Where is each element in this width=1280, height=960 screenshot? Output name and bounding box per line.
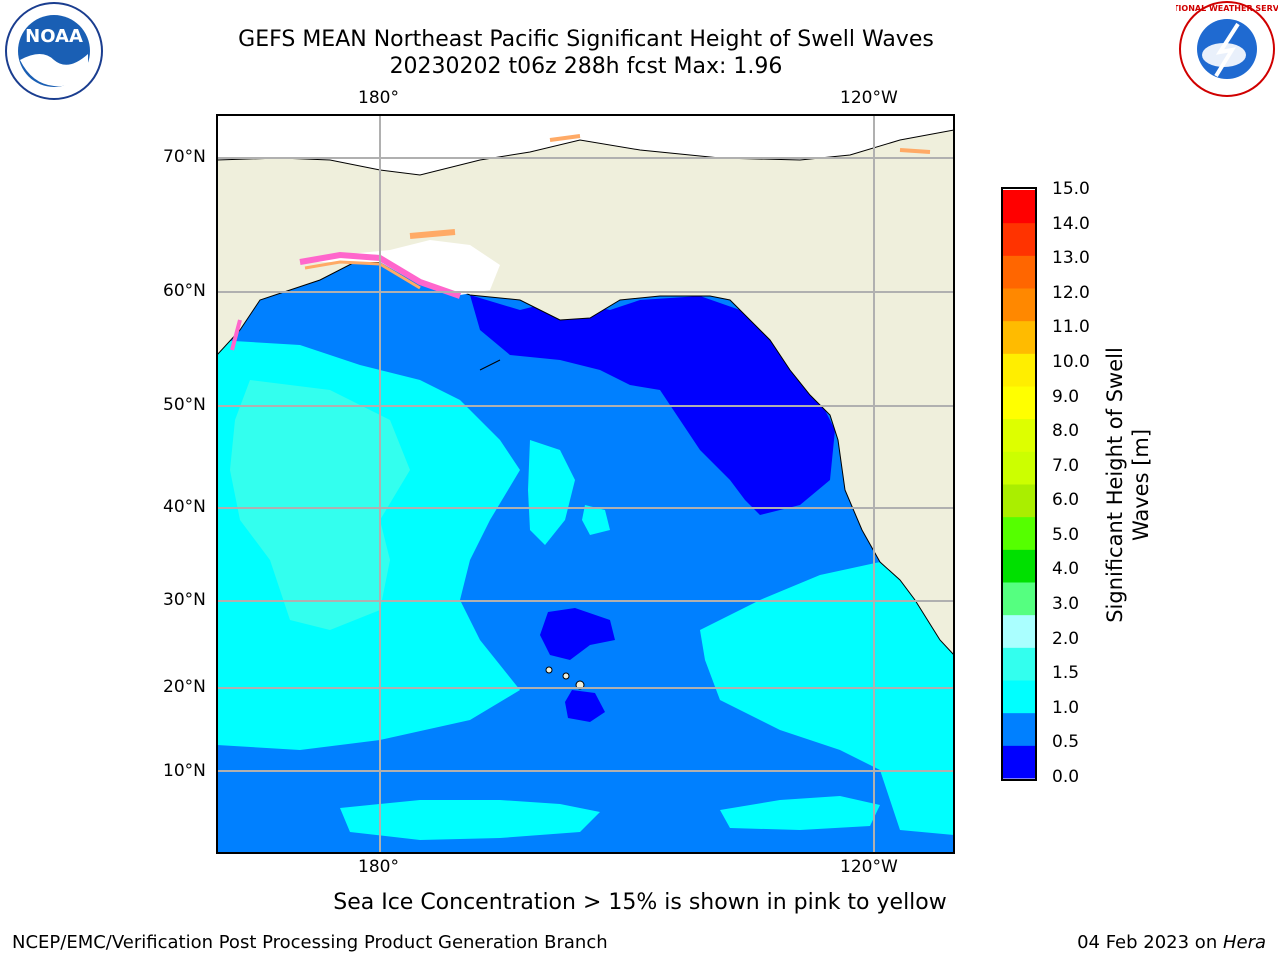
colorbar-tick-label: 13.0	[1052, 248, 1090, 269]
colorbar-segment	[1002, 386, 1036, 420]
arctic-ocean	[217, 115, 954, 176]
colorbar-tick-label: 10.0	[1052, 351, 1090, 372]
colorbar-segment	[1002, 190, 1036, 224]
colorbar-segment	[1002, 255, 1036, 289]
colorbar-tick-label: 1.5	[1052, 663, 1080, 684]
swell-1.0-1.5-south2	[720, 796, 880, 830]
sea-ice-arctic1	[549, 134, 581, 142]
colorbar-tick-label: 2.0	[1052, 628, 1080, 649]
footer-host: Hera	[1222, 932, 1266, 953]
colorbar-segment	[1002, 451, 1036, 485]
footer-credit: NCEP/EMC/Verification Post Processing Pr…	[12, 932, 608, 953]
swell-1.0-1.5-mid	[528, 440, 575, 545]
swell-1.5-2.0-patch	[230, 380, 410, 630]
colorbar-segment	[1002, 288, 1036, 322]
lat-label-60n: 60°N	[163, 281, 206, 301]
graticule	[217, 115, 954, 853]
aleutian-islands	[479, 359, 501, 371]
colorbar-title-line1: Significant Height of Swell	[1103, 347, 1127, 623]
colorbar-title-line2: Waves [m]	[1129, 428, 1153, 542]
colorbar-tick-label: 14.0	[1052, 213, 1090, 234]
colorbar	[1001, 187, 1037, 781]
colorbar-tick-label: 6.0	[1052, 490, 1080, 511]
colorbar-tick-label: 7.0	[1052, 455, 1080, 476]
swell-1.0-1.5-small	[582, 505, 610, 535]
colorbar-tick-label: 8.0	[1052, 421, 1080, 442]
swell-0-0.5-hawaii-south	[565, 690, 605, 722]
sea-ice-kamchatka	[230, 319, 242, 351]
noaa-logo: NOAA	[5, 2, 103, 100]
colorbar-tick-label: 0.5	[1052, 732, 1080, 753]
island-oahu	[562, 672, 570, 680]
nws-logo: NATIONAL WEATHER SERVICE	[1176, 1, 1278, 97]
noaa-logo-text: NOAA	[25, 26, 83, 47]
map-title: GEFS MEAN Northeast Pacific Significant …	[238, 27, 934, 52]
colorbar-tick-label: 11.0	[1052, 317, 1090, 338]
colorbar-segment	[1002, 680, 1036, 714]
swell-0-0.5-gulf	[470, 295, 835, 515]
swell-1.0-1.5-east	[700, 562, 954, 835]
sea-ice-patch	[409, 229, 456, 239]
lat-label-10n: 10°N	[163, 761, 206, 781]
colorbar-segment	[1002, 549, 1036, 583]
lat-label-20n: 20°N	[163, 677, 206, 697]
colorbar-segment	[1002, 647, 1036, 681]
lon-label-bottom-120w: 120°W	[840, 857, 898, 877]
swell-0-0.5-hawaii-north	[540, 608, 615, 660]
colorbar-tick-label: 3.0	[1052, 594, 1080, 615]
map-frame	[216, 114, 955, 854]
map-subtitle: 20230202 t06z 288h fcst Max: 1.96	[389, 54, 783, 79]
colorbar-tick-label: 15.0	[1052, 179, 1090, 199]
lat-label-50n: 50°N	[163, 395, 206, 415]
colorbar-segment	[1002, 516, 1036, 550]
lat-label-30n: 30°N	[163, 590, 206, 610]
colorbar-segment	[1002, 484, 1036, 518]
colorbar-segment	[1002, 353, 1036, 387]
swell-1.0-1.5-south1	[340, 800, 600, 840]
colorbar-tick-label: 1.0	[1052, 697, 1080, 718]
footer-date: 04 Feb 2023 on Hera	[1077, 932, 1266, 953]
colorbar-tick-label: 9.0	[1052, 386, 1080, 407]
colorbar-segment	[1002, 745, 1036, 779]
colorbar-segment	[1002, 712, 1036, 746]
colorbar-segment	[1002, 320, 1036, 354]
lat-label-70n: 70°N	[163, 147, 206, 167]
colorbar-tick-label: 12.0	[1052, 282, 1090, 303]
colorbar-segment	[1002, 614, 1036, 648]
lon-label-top-180: 180°	[358, 88, 399, 108]
nws-logo-text: NATIONAL WEATHER SERVICE	[1176, 4, 1278, 13]
island-kauai	[545, 666, 553, 674]
sea-ice-edge-orange	[304, 260, 421, 290]
sea-ice-arctic2	[899, 148, 931, 154]
colorbar-tick-label: 5.0	[1052, 524, 1080, 545]
colorbar-title: Significant Height of Swell Waves [m]	[1102, 347, 1154, 623]
colorbar-segment	[1002, 222, 1036, 256]
colorbar-segment	[1002, 582, 1036, 616]
colorbar-segment	[1002, 418, 1036, 452]
lon-label-top-120w: 120°W	[840, 88, 898, 108]
lat-label-40n: 40°N	[163, 497, 206, 517]
footer-date-text: 04 Feb 2023 on	[1077, 932, 1223, 953]
sea-ice-note: Sea Ice Concentration > 15% is shown in …	[333, 890, 947, 915]
colorbar-tick-label: 4.0	[1052, 559, 1080, 580]
colorbar-tick-label: 0.0	[1052, 767, 1080, 787]
lon-label-bottom-180: 180°	[358, 857, 399, 877]
map-field	[217, 115, 954, 853]
